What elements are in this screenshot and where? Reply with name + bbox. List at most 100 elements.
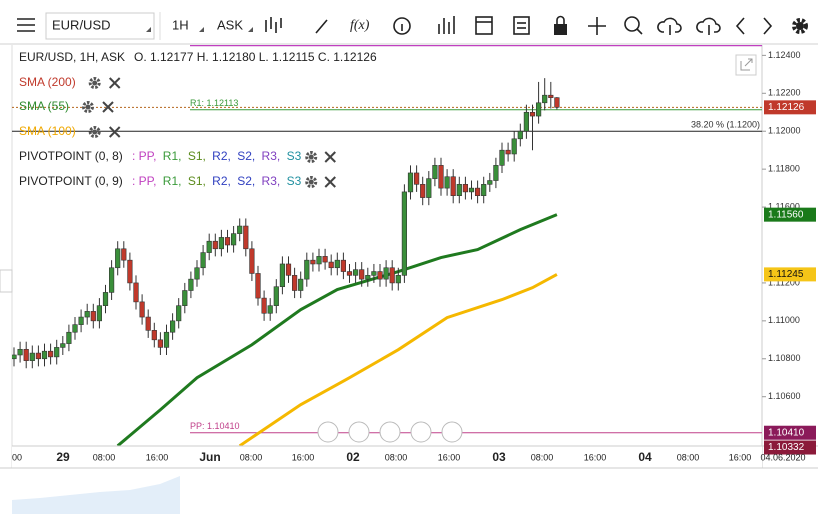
candle-body	[487, 180, 493, 185]
side-handle[interactable]	[0, 269, 13, 293]
price-box-label: 1.12126	[768, 102, 805, 113]
time-axis-cover	[12, 447, 762, 467]
candle-body	[170, 320, 176, 333]
candle-body	[432, 165, 438, 179]
remove-icon[interactable]	[108, 77, 121, 89]
zoom-out[interactable]	[348, 421, 370, 443]
scroll-right[interactable]	[441, 421, 463, 443]
candle-body	[548, 94, 554, 98]
report-button[interactable]	[513, 16, 530, 35]
candle-body	[206, 240, 212, 253]
remove-icon[interactable]	[108, 126, 121, 138]
candle-body	[517, 130, 523, 140]
candle-body	[261, 297, 267, 314]
pivot-part: S3	[287, 149, 302, 163]
upload-button[interactable]	[657, 17, 682, 35]
candle-body	[346, 271, 353, 276]
zoom-in[interactable]	[410, 421, 432, 443]
candle-body	[285, 263, 292, 276]
x-tick-label: 04	[638, 450, 652, 464]
candle-body	[542, 94, 548, 104]
expand-button[interactable]	[735, 54, 757, 76]
prev-button[interactable]	[735, 17, 745, 35]
price-box	[764, 425, 816, 440]
candle-body	[328, 261, 334, 269]
sma-line	[238, 273, 558, 446]
reset-view[interactable]	[379, 421, 401, 443]
price-box	[764, 207, 816, 222]
calendar-button[interactable]	[475, 16, 493, 35]
candle-body	[505, 149, 511, 155]
candle-body	[41, 350, 48, 360]
price-box	[764, 100, 816, 115]
interval[interactable]: 1H	[172, 17, 189, 32]
candle-body	[420, 184, 426, 198]
candle-body	[298, 278, 304, 291]
remove-stroke	[324, 176, 336, 188]
indicator-name: SMA (55)	[19, 99, 69, 113]
candle-body	[115, 248, 121, 269]
menu-button[interactable]	[17, 18, 35, 32]
candle-body	[304, 259, 310, 280]
zoom-button[interactable]	[624, 16, 643, 35]
candle-body	[182, 290, 188, 306]
candle-body	[96, 305, 102, 322]
settings-icon[interactable]	[88, 77, 101, 89]
settings-button[interactable]	[792, 18, 808, 34]
settings-icon[interactable]	[82, 101, 95, 113]
info-button[interactable]	[393, 17, 411, 35]
draw-button[interactable]	[315, 19, 328, 34]
scroll-left[interactable]	[317, 421, 339, 443]
x-tick-label: 16:00	[292, 452, 315, 462]
next-button[interactable]	[763, 17, 773, 35]
x-tick-label: 16:00	[584, 452, 607, 462]
candle-body	[255, 273, 261, 299]
x-tick-label: 08:00	[93, 452, 116, 462]
settings-icon[interactable]	[88, 126, 101, 138]
settings-icon-hub	[85, 104, 91, 110]
candle-body	[462, 184, 469, 193]
price-type[interactable]: ASK	[217, 17, 243, 32]
candle-body	[334, 259, 340, 269]
candle-body	[243, 225, 249, 250]
x-tick-label: 02	[346, 450, 360, 464]
candle-body	[310, 259, 316, 265]
symbol[interactable]: EUR/USD	[52, 17, 111, 32]
settings-icon[interactable]	[305, 176, 318, 188]
legend: EUR/USD, 1H, ASK O. 1.12177 H. 1.12180 L.…	[19, 50, 377, 188]
level-label: 38.20 % (1.1200)	[691, 120, 760, 130]
settings-icon[interactable]	[305, 151, 318, 163]
crosshair-button[interactable]	[588, 17, 606, 35]
level-label: R1: 1.12113	[190, 98, 238, 108]
candle-body	[365, 275, 371, 280]
remove-icon[interactable]	[324, 176, 336, 188]
candle-body	[163, 331, 170, 348]
candle-body	[395, 275, 401, 284]
y-tick-label: 1.10800	[768, 353, 801, 363]
function-button[interactable]: f(x)	[350, 18, 370, 33]
x-tick-label: 29	[56, 450, 70, 464]
candle-body	[84, 311, 90, 318]
chart-type-button[interactable]	[265, 17, 282, 33]
volume-button[interactable]	[438, 16, 455, 34]
candle-body	[78, 316, 84, 325]
candle-body	[316, 256, 322, 265]
candle-body	[426, 178, 432, 198]
remove-icon[interactable]	[324, 151, 336, 163]
lock-button[interactable]	[554, 15, 567, 36]
candle-body	[523, 111, 529, 132]
level-label: PP: 1.10410	[190, 421, 240, 431]
x-tick-label: 16:00	[146, 452, 169, 462]
symbol-box[interactable]	[45, 12, 155, 40]
plot-area	[12, 45, 762, 446]
candle-body	[102, 292, 109, 306]
candle-body	[352, 269, 359, 276]
candle-body	[194, 267, 200, 280]
remove-icon[interactable]	[102, 101, 114, 113]
candle-body	[237, 225, 243, 234]
download-button[interactable]	[696, 17, 721, 35]
candle-body	[529, 111, 536, 117]
dropdown-arrow	[146, 27, 151, 32]
candle-body	[474, 187, 481, 196]
